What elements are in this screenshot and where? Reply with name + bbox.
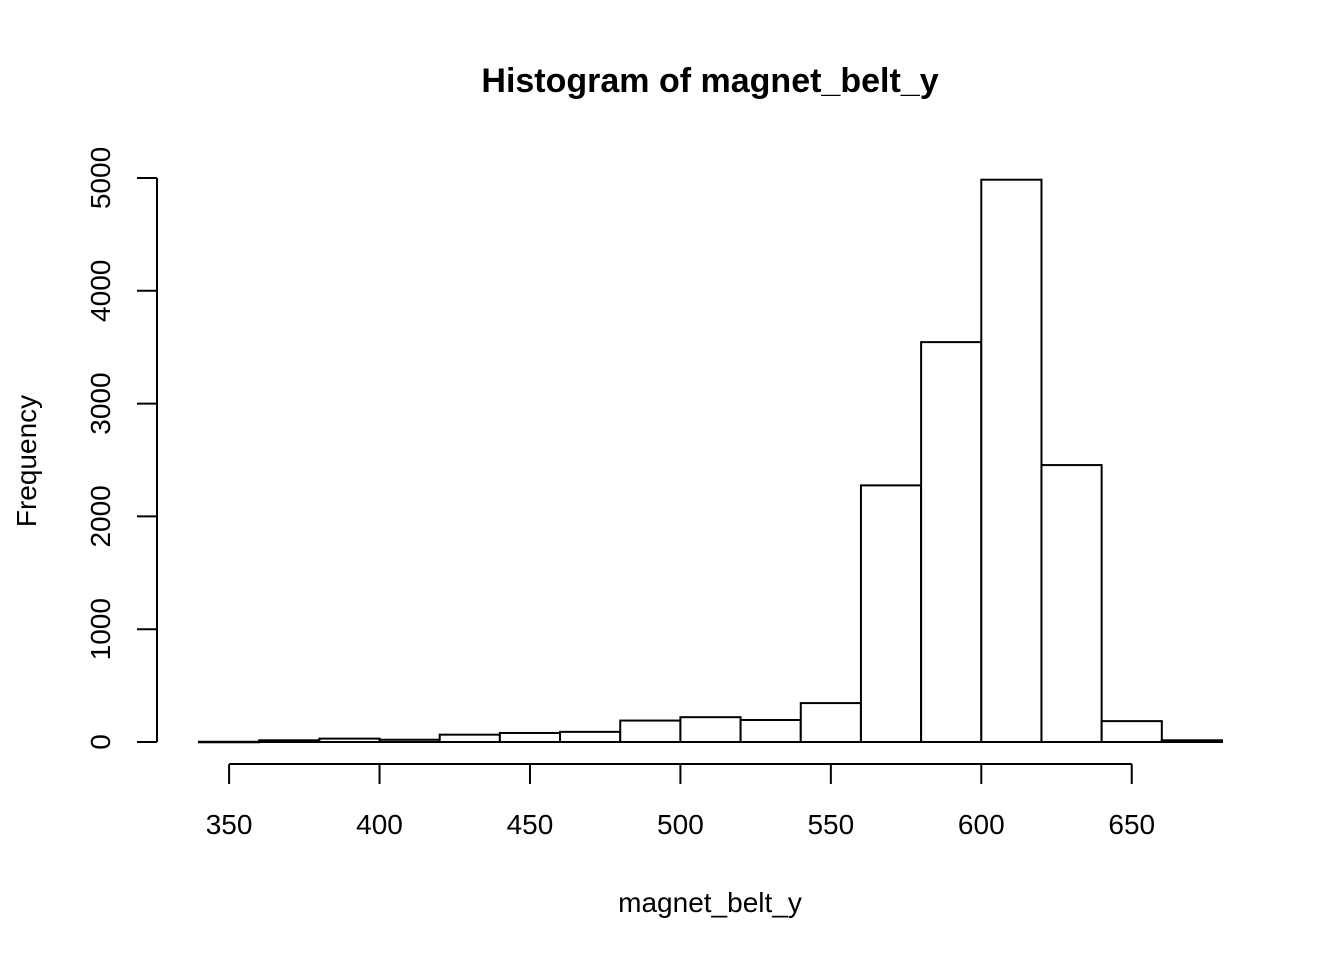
histogram-bar-520-540 [739,719,802,744]
y-tick-label-0: 0 [85,734,116,750]
histogram-bar-400-420 [378,738,441,744]
y-tick-label-1000: 1000 [85,598,116,660]
histogram-bar-360-380 [258,739,321,743]
x-axis: 350 400 450 500 550 600 650 [206,763,1155,840]
x-tick-label-550: 550 [807,809,854,840]
x-tick-label-400: 400 [356,809,403,840]
histogram-bar-640-660 [1100,720,1163,744]
histogram-bar-620-640 [1040,464,1103,743]
y-tick-label-4000: 4000 [85,260,116,322]
x-tick-label-500: 500 [657,809,704,840]
y-tick-label-3000: 3000 [85,372,116,434]
histogram-bar-600-620 [980,178,1043,743]
chart-title: Histogram of magnet_belt_y [481,62,938,100]
histogram-bar-380-400 [318,737,381,744]
y-axis: 0 1000 2000 3000 4000 5000 [85,147,158,750]
histogram-bar-340-360 [198,740,261,744]
histogram-bar-540-560 [799,702,862,743]
histogram-bar-560-580 [859,484,923,743]
histogram-bar-480-500 [619,719,682,743]
histogram-bars [198,178,1223,744]
histogram-bar-440-460 [498,731,562,744]
x-tick-label-450: 450 [507,809,554,840]
x-tick-label-650: 650 [1108,809,1155,840]
y-tick-label-5000: 5000 [85,147,116,209]
x-axis-label: magnet_belt_y [618,887,802,918]
histogram-bar-460-480 [559,730,622,744]
x-tick-label-600: 600 [958,809,1005,840]
histogram-bar-500-520 [679,716,742,744]
histogram-bar-580-600 [920,341,983,743]
y-tick-label-2000: 2000 [85,485,116,547]
y-axis-label: Frequency [11,395,42,527]
x-tick-label-350: 350 [206,809,253,840]
histogram-bar-420-440 [438,733,501,744]
histogram-bar-660-680 [1160,739,1223,743]
